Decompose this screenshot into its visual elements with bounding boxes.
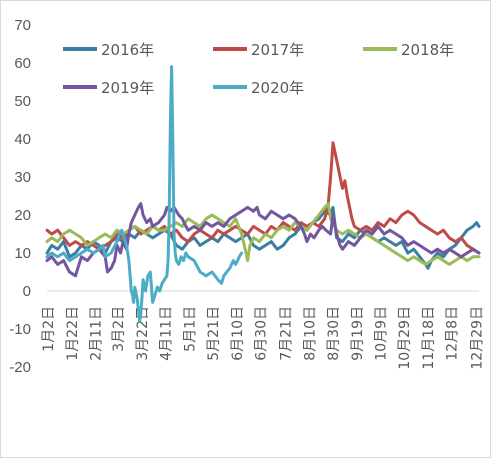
x-tick-label: 8月10日: [302, 306, 318, 361]
x-tick-label: 10月29日: [397, 306, 413, 370]
x-tick-label: 2月11日: [89, 306, 105, 361]
y-tick-label: 30: [14, 169, 31, 186]
y-tick-label: 0: [23, 283, 31, 300]
y-tick-label: 10: [14, 245, 31, 262]
legend-label: 2019年: [101, 79, 154, 97]
series-line-2: [45, 141, 481, 255]
y-tick-label: -10: [9, 321, 31, 338]
x-tick-label: 12月29日: [470, 306, 486, 370]
x-tick-label: 6月10日: [230, 306, 246, 361]
x-tick-label: 4月11日: [159, 306, 175, 361]
legend: 2016年 2017年 2018年 2019年 2020年: [63, 41, 454, 97]
x-tick-label: 1月22日: [65, 306, 81, 361]
x-tick-label: 11月18日: [421, 306, 437, 370]
y-axis: -20 -10 0 10 20 30 40 50 60 70: [9, 17, 31, 376]
x-tick-label: 9月19日: [350, 306, 366, 361]
x-tick-label: 5月1日: [182, 306, 198, 352]
x-tick-label: 12月8日: [445, 306, 461, 361]
x-tick-label: 5月21日: [206, 306, 222, 361]
x-axis: 1月2日 1月22日 2月11日 3月2日 3月22日 4月11日 5月1日 5月21日 6月1…: [41, 306, 485, 370]
y-tick-label: 70: [14, 17, 31, 34]
x-tick-label: 1月2日: [41, 306, 57, 352]
y-tick-label: -20: [9, 359, 31, 376]
legend-label: 2016年: [101, 41, 154, 59]
y-tick-label: 20: [14, 207, 31, 224]
series-layer: [45, 65, 481, 323]
y-tick-label: 60: [14, 55, 31, 72]
legend-label: 2020年: [251, 79, 304, 97]
x-tick-label: 6月30日: [254, 306, 270, 361]
x-tick-label: 10月9日: [373, 306, 389, 361]
y-tick-label: 40: [14, 131, 31, 148]
legend-label: 2018年: [401, 41, 454, 59]
series-line-5: [45, 65, 244, 323]
x-tick-label: 7月21日: [279, 306, 295, 361]
y-tick-label: 50: [14, 93, 31, 110]
x-tick-label: 3月2日: [111, 306, 127, 352]
series-line-4: [45, 202, 481, 278]
series-line-1: [45, 205, 481, 270]
legend-label: 2017年: [251, 41, 304, 59]
x-tick-label: 8月30日: [326, 306, 342, 361]
